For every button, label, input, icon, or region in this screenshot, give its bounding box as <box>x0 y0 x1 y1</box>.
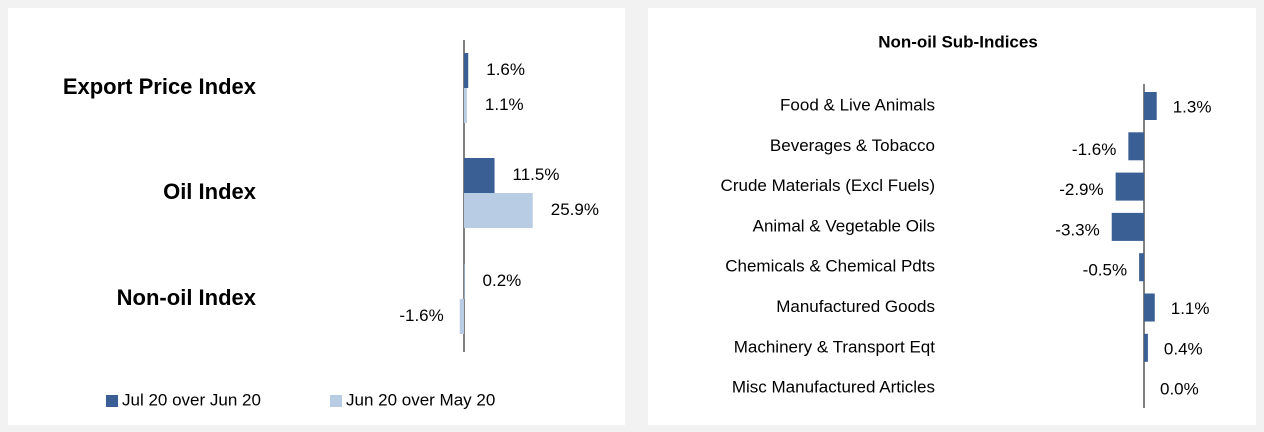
bar <box>1111 212 1144 241</box>
category-label: Misc Manufactured Articles <box>732 378 935 397</box>
bar <box>1139 253 1144 282</box>
right-panel <box>648 8 1256 425</box>
legend-swatch <box>330 395 342 407</box>
bar <box>464 158 495 193</box>
category-label: Machinery & Transport Eqt <box>734 337 936 356</box>
value-label: 0.0% <box>1160 380 1199 399</box>
bar <box>1144 92 1157 120</box>
legend-swatch <box>106 395 118 407</box>
category-label: Beverages & Tobacco <box>770 136 935 155</box>
chart-title: Non-oil Sub-Indices <box>878 32 1038 51</box>
bar <box>464 88 467 123</box>
value-label: -1.6% <box>1072 140 1116 159</box>
category-label: Oil Index <box>163 179 257 204</box>
bar <box>1115 172 1144 201</box>
value-label: 1.1% <box>485 95 524 114</box>
bar <box>464 53 469 88</box>
category-label: Animal & Vegetable Oils <box>753 216 935 235</box>
category-label: Export Price Index <box>63 74 257 99</box>
legend-label: Jun 20 over May 20 <box>346 390 495 409</box>
value-label: 11.5% <box>513 165 560 184</box>
bar <box>1128 132 1144 161</box>
value-label: 1.3% <box>1173 97 1212 116</box>
category-label: Manufactured Goods <box>776 297 935 316</box>
category-label: Non-oil Index <box>117 285 257 310</box>
value-label: 1.6% <box>486 60 525 79</box>
bar <box>1144 333 1148 362</box>
value-label: -2.9% <box>1059 180 1103 199</box>
legend-label: Jul 20 over Jun 20 <box>122 390 261 409</box>
value-label: -0.5% <box>1083 261 1127 280</box>
value-label: 25.9% <box>551 200 599 219</box>
category-label: Food & Live Animals <box>780 95 935 114</box>
bar <box>464 193 533 228</box>
value-label: 1.1% <box>1171 299 1210 318</box>
bar <box>464 264 465 299</box>
bar <box>1144 293 1155 322</box>
value-label: 0.2% <box>483 271 522 290</box>
category-label: Chemicals & Chemical Pdts <box>725 257 935 276</box>
value-label: -1.6% <box>399 306 443 325</box>
value-label: 0.4% <box>1164 339 1203 358</box>
bar <box>459 299 464 334</box>
category-label: Crude Materials (Excl Fuels) <box>721 176 935 195</box>
value-label: -3.3% <box>1055 220 1099 239</box>
